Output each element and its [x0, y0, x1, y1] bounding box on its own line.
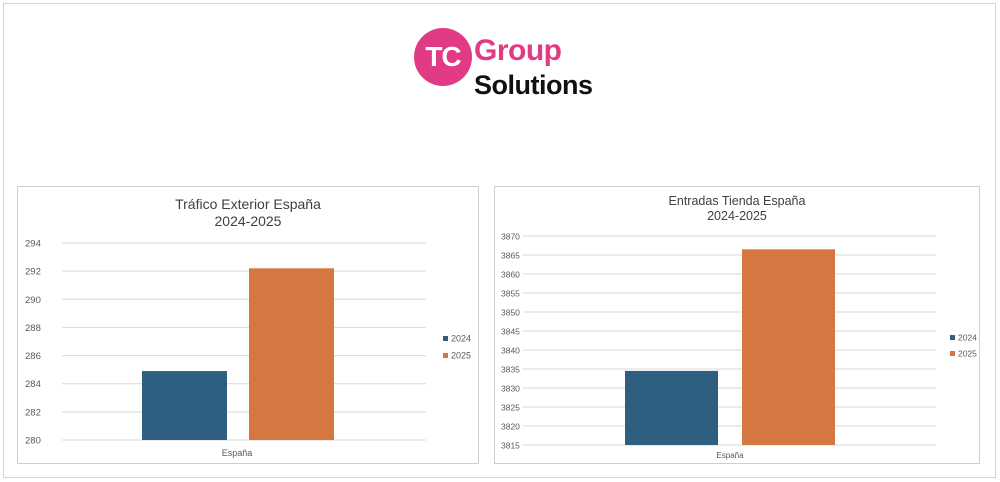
legend-swatch — [443, 353, 448, 358]
y-tick-label: 3855 — [501, 289, 520, 299]
tc-group-logo: TC Group Solutions — [414, 28, 594, 100]
chart-plot-svg: 280 282 284 286 288 290 292 294 2024 2025 España — [25, 239, 471, 459]
legend-label: 2024 — [958, 333, 977, 343]
y-tick-label: 288 — [25, 323, 41, 334]
logo-solutions-text: Solutions — [474, 70, 593, 100]
y-tick-label: 290 — [25, 295, 41, 306]
chart-plot-svg: 3815 3820 3825 3830 3835 3840 3845 3850 3855 3860… — [501, 232, 977, 461]
x-category-label: España — [716, 451, 744, 460]
chart-entradas-tienda: Entradas Tienda España 2024-2025 3815 382… — [494, 186, 980, 464]
y-tick-label: 3830 — [501, 384, 520, 394]
bar-2025 — [249, 268, 334, 440]
chart-subtitle-line: 2024-2025 — [214, 213, 282, 229]
bar-2024 — [142, 371, 227, 440]
chart-title-line: Entradas Tienda España — [668, 194, 806, 208]
chart-trafico-exterior: Tráfico Exterior España 2024-2025 280 282… — [17, 186, 479, 464]
y-tick-label: 3825 — [501, 403, 520, 413]
chart-title: Tráfico Exterior España 2024-2025 — [18, 196, 478, 230]
y-tick-label: 3870 — [501, 232, 520, 242]
legend-swatch — [950, 351, 955, 356]
legend-label: 2025 — [958, 349, 977, 359]
y-tick-label: 282 — [25, 407, 41, 418]
y-tick-label: 286 — [25, 351, 41, 362]
y-tick-label: 280 — [25, 436, 41, 447]
page-frame — [3, 3, 996, 478]
x-category-label: España — [222, 448, 253, 458]
bar-2025 — [742, 249, 835, 445]
y-tick-label: 292 — [25, 267, 41, 278]
logo-mark: TC — [414, 28, 472, 86]
y-tick-label: 3860 — [501, 270, 520, 280]
legend-label: 2025 — [451, 351, 471, 361]
y-tick-label: 284 — [25, 379, 41, 390]
y-tick-label: 3815 — [501, 441, 520, 451]
y-tick-label: 3845 — [501, 327, 520, 337]
y-tick-label: 294 — [25, 239, 41, 250]
chart-subtitle-line: 2024-2025 — [707, 209, 767, 223]
y-tick-label: 3840 — [501, 346, 520, 356]
logo-group-text: Group — [474, 34, 562, 67]
y-tick-label: 3820 — [501, 422, 520, 432]
bar-2024 — [625, 370, 718, 445]
legend-swatch — [443, 336, 448, 341]
legend-label: 2024 — [451, 334, 471, 344]
legend-swatch — [950, 335, 955, 340]
chart-title-line: Tráfico Exterior España — [175, 196, 321, 212]
y-tick-label: 3865 — [501, 251, 520, 261]
chart-title: Entradas Tienda España 2024-2025 — [495, 194, 979, 224]
y-tick-label: 3835 — [501, 365, 520, 375]
y-tick-label: 3850 — [501, 308, 520, 318]
